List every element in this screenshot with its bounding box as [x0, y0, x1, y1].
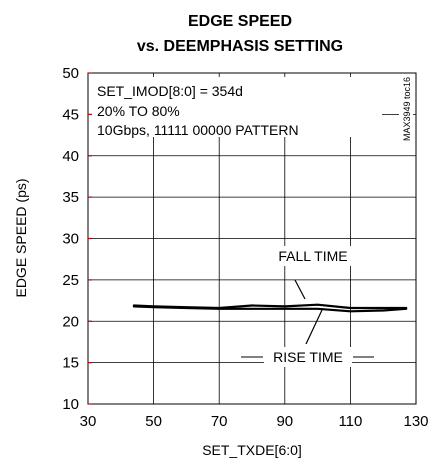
annotation-background — [92, 77, 382, 137]
y-tick-label-8: 50 — [62, 65, 79, 82]
fall-time-callout-line — [294, 279, 306, 300]
y-tick-label-6: 40 — [62, 148, 79, 165]
y-tick-label-3: 25 — [62, 272, 79, 289]
x-tick-label-4: 110 — [338, 413, 362, 430]
annotation-line-3: 10Gbps, 11111 00000 PATTERN — [97, 122, 299, 138]
y-tick-label-7: 45 — [62, 106, 79, 123]
y-axis-label: EDGE SPEED (ps) — [13, 178, 29, 297]
y-tick-label-5: 35 — [62, 189, 79, 206]
chart-title-line1: EDGE SPEED — [188, 13, 292, 30]
rise-time-label: RISE TIME — [273, 349, 343, 365]
x-tick-labels: 30 50 70 90 110 130 — [80, 413, 429, 430]
y-tick-labels: 10 15 20 25 30 35 40 45 50 — [62, 65, 79, 413]
fall-label-background — [270, 246, 356, 266]
chart-title-line2: vs. DEEMPHASIS SETTING — [137, 38, 343, 55]
data-series — [132, 303, 408, 313]
series-line-1 — [132, 305, 408, 313]
y-tick-marks — [88, 72, 92, 405]
x-axis-label: SET_TXDE[6:0] — [202, 442, 302, 458]
x-tick-label-0: 30 — [80, 413, 97, 430]
x-tick-label-3: 90 — [276, 413, 293, 430]
x-tick-label-5: 130 — [403, 413, 428, 430]
rise-time-callout-line — [305, 309, 323, 345]
y-tick-label-2: 20 — [62, 313, 79, 330]
y-tick-label-0: 10 — [62, 396, 79, 413]
figure-id-background — [399, 76, 413, 142]
annotation-line-2: 20% TO 80% — [97, 103, 180, 119]
fall-time-label: FALL TIME — [278, 248, 347, 264]
y-tick-label-4: 30 — [62, 231, 79, 248]
x-tick-label-1: 50 — [145, 413, 162, 430]
figure-id-tag: MAX3949 toc16 — [402, 77, 412, 141]
rise-label-background — [264, 347, 352, 367]
callout-lines — [241, 279, 374, 358]
annotation-line-1: SET_IMOD[8:0] = 354d — [97, 83, 243, 99]
y-tick-label-1: 15 — [62, 355, 79, 372]
x-tick-label-2: 70 — [211, 413, 228, 430]
